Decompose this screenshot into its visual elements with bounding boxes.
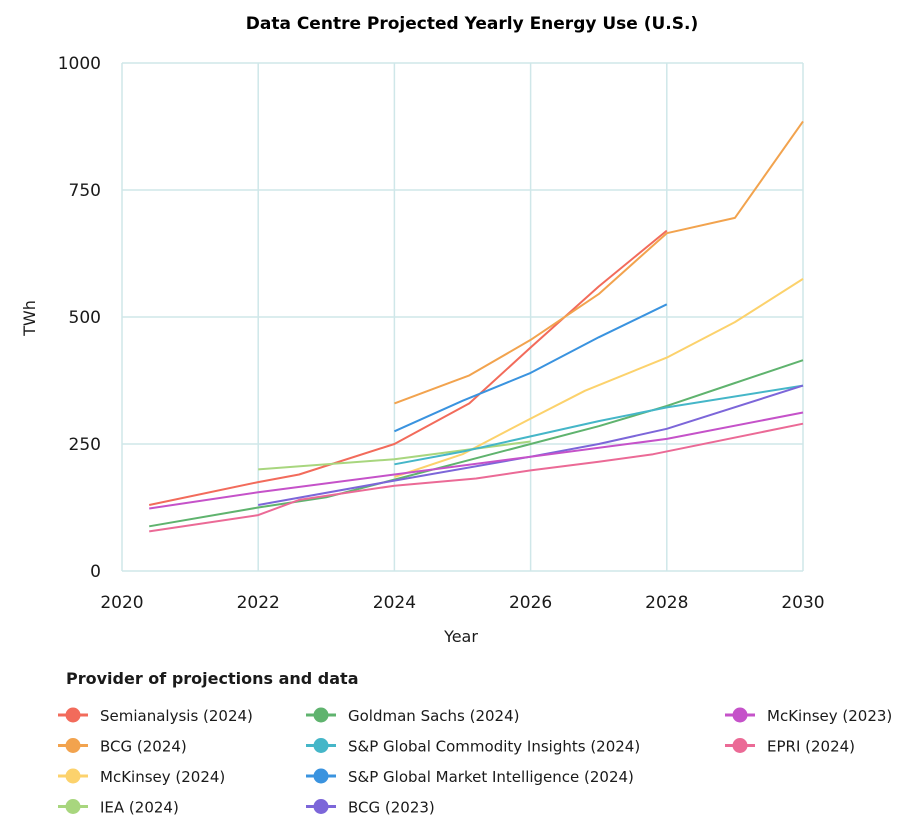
y-tick-label: 500	[69, 308, 101, 328]
legend-marker	[732, 707, 748, 723]
legend-item: BCG (2023)	[306, 799, 435, 817]
series-line-8	[149, 411, 804, 510]
x-axis-label: Year	[443, 627, 478, 646]
series-line-2	[394, 278, 804, 478]
legend-label: BCG (2023)	[348, 799, 435, 817]
chart-title: Data Centre Projected Yearly Energy Use …	[246, 14, 699, 34]
legend-marker	[65, 707, 81, 723]
legend-label: Goldman Sachs (2024)	[348, 707, 520, 725]
legend-label: Semianalysis (2024)	[100, 707, 253, 725]
legend-label: S&P Global Commodity Insights (2024)	[348, 738, 640, 756]
y-tick-label: 250	[69, 435, 101, 455]
series-line-5	[394, 384, 804, 466]
series-line-1	[394, 120, 804, 405]
legend-label: McKinsey (2023)	[767, 707, 892, 725]
grid	[121, 62, 804, 572]
legend-marker	[313, 799, 329, 814]
legend-label: McKinsey (2024)	[100, 768, 225, 786]
legend-marker	[313, 768, 329, 784]
legend-item: EPRI (2024)	[725, 738, 855, 756]
legend-item: McKinsey (2024)	[58, 768, 225, 786]
legend-item: Goldman Sachs (2024)	[306, 707, 520, 725]
legend-item: BCG (2024)	[58, 738, 187, 756]
x-tick-labels: 2020 2022 2024 2026 2028 2030	[100, 593, 824, 613]
y-tick-label: 1000	[58, 54, 101, 74]
legend-marker	[65, 799, 81, 814]
legend-label: BCG (2024)	[100, 738, 187, 756]
legend-item: S&P Global Commodity Insights (2024)	[306, 738, 640, 756]
series-line-6	[393, 303, 668, 433]
series-line-0	[148, 229, 668, 506]
x-tick-label: 2028	[645, 593, 688, 613]
legend-label: S&P Global Market Intelligence (2024)	[348, 768, 634, 786]
x-tick-label: 2030	[781, 593, 824, 613]
x-tick-label: 2022	[237, 593, 280, 613]
legend-marker	[65, 738, 81, 753]
x-tick-label: 2020	[100, 593, 143, 613]
legend-item: Semianalysis (2024)	[58, 707, 253, 725]
legend-marker	[313, 707, 329, 723]
y-tick-labels: 0 250 500 750 1000	[58, 54, 101, 582]
x-tick-label: 2024	[373, 593, 416, 613]
series-line-9	[149, 422, 804, 533]
y-tick-label: 0	[90, 562, 101, 582]
legend-label: EPRI (2024)	[767, 738, 855, 756]
legend-marker	[313, 738, 329, 753]
legend-item: McKinsey (2023)	[725, 707, 892, 725]
legend-item: S&P Global Market Intelligence (2024)	[306, 768, 634, 786]
legend-label: IEA (2024)	[100, 799, 179, 817]
legend-marker	[732, 738, 748, 753]
legend-marker	[65, 768, 81, 784]
series-line-7	[258, 384, 804, 506]
y-axis-label: TWh	[20, 300, 39, 337]
legend-item: IEA (2024)	[58, 799, 179, 817]
x-tick-label: 2026	[509, 593, 552, 613]
legend: Semianalysis (2024) BCG (2024) McKinsey (2…	[58, 707, 892, 817]
y-tick-label: 750	[69, 181, 101, 201]
legend-title: Provider of projections and data	[66, 669, 358, 688]
series-lines	[148, 120, 804, 533]
